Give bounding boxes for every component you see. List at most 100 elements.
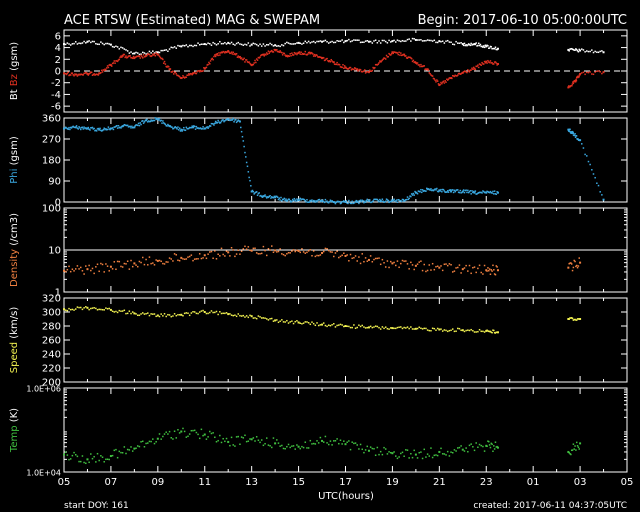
data-point	[492, 47, 494, 50]
data-point	[496, 266, 498, 268]
data-point	[568, 452, 570, 454]
data-point	[450, 190, 453, 193]
y-axis-label-part: (/cm3)	[9, 213, 20, 249]
data-point	[140, 313, 142, 315]
data-point	[250, 315, 253, 318]
data-point	[327, 42, 330, 44]
data-point	[163, 263, 166, 265]
data-point	[381, 198, 384, 200]
data-point	[66, 127, 69, 130]
data-point	[445, 191, 447, 193]
data-point	[87, 74, 90, 76]
data-point	[334, 439, 337, 442]
data-point	[587, 71, 590, 74]
data-point	[126, 448, 129, 451]
data-point	[363, 41, 365, 44]
data-point	[131, 57, 133, 59]
data-point	[405, 199, 407, 201]
data-point	[154, 117, 157, 119]
data-point	[480, 271, 482, 274]
data-point	[146, 54, 148, 57]
data-point	[376, 446, 379, 449]
data-point	[269, 50, 271, 53]
data-point	[196, 127, 198, 129]
data-point	[348, 325, 350, 328]
data-point	[311, 41, 313, 43]
data-point	[567, 86, 570, 89]
data-point	[579, 442, 582, 445]
data-point	[183, 45, 186, 47]
data-point	[121, 452, 124, 454]
data-point	[400, 52, 402, 54]
data-point	[234, 255, 236, 258]
data-point	[248, 176, 250, 179]
data-point	[137, 55, 140, 57]
data-point	[265, 318, 268, 320]
data-point	[422, 190, 425, 192]
data-point	[230, 41, 233, 44]
data-point	[198, 127, 201, 130]
data-point	[281, 319, 283, 321]
data-point	[126, 57, 128, 59]
data-point	[480, 64, 482, 66]
data-point	[477, 192, 479, 195]
data-point	[475, 331, 477, 333]
data-point	[366, 198, 369, 201]
data-point	[414, 191, 417, 194]
data-point	[482, 190, 485, 193]
data-point	[396, 39, 399, 41]
data-point	[467, 189, 469, 192]
data-point	[221, 51, 224, 54]
data-point	[472, 190, 475, 193]
data-point	[348, 260, 350, 262]
data-point	[461, 329, 464, 332]
data-point	[441, 330, 444, 332]
data-point	[76, 75, 79, 77]
data-point	[177, 74, 179, 77]
data-point	[163, 433, 166, 435]
data-point	[400, 326, 402, 328]
data-point	[494, 273, 497, 276]
data-point	[225, 118, 228, 121]
data-point	[68, 43, 70, 45]
data-point	[398, 199, 400, 201]
data-point	[573, 49, 575, 51]
data-point	[299, 42, 302, 45]
data-point	[130, 446, 132, 448]
data-point	[398, 40, 400, 42]
data-point	[278, 197, 281, 199]
data-point	[234, 52, 236, 55]
data-point	[360, 70, 363, 73]
data-point	[493, 63, 495, 65]
data-point	[574, 260, 576, 263]
data-point	[287, 251, 290, 254]
data-point	[120, 127, 122, 129]
data-point	[234, 119, 236, 121]
data-point	[339, 66, 342, 68]
data-point	[471, 67, 473, 69]
data-point	[586, 50, 588, 52]
data-point	[172, 127, 174, 130]
data-point	[354, 327, 357, 329]
data-point	[384, 201, 386, 203]
data-point	[436, 80, 439, 82]
data-point	[217, 313, 219, 316]
data-point	[220, 42, 223, 45]
data-point	[395, 51, 397, 54]
data-point	[116, 125, 118, 127]
data-point	[128, 125, 131, 128]
data-point	[589, 50, 591, 53]
data-point	[453, 449, 456, 451]
data-point	[264, 194, 266, 196]
data-point	[575, 135, 578, 137]
data-point	[227, 118, 230, 121]
data-point	[180, 128, 183, 131]
data-point	[88, 40, 90, 42]
data-point	[136, 314, 139, 317]
data-point	[287, 42, 290, 44]
x-tick-label: 01	[527, 477, 540, 488]
data-point	[571, 131, 574, 133]
data-point	[183, 77, 186, 79]
data-point	[431, 327, 434, 330]
data-point	[571, 84, 573, 87]
